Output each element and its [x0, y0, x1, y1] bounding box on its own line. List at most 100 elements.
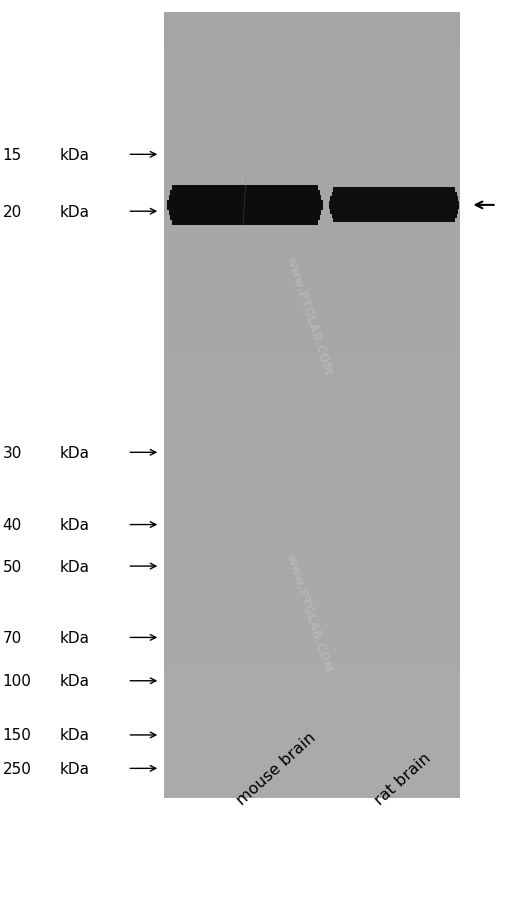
Bar — [219, 186, 221, 226]
Bar — [385, 189, 387, 223]
Bar — [447, 189, 449, 223]
Bar — [198, 186, 200, 226]
Bar — [379, 189, 381, 223]
Bar — [195, 186, 197, 226]
Bar — [434, 189, 436, 223]
Bar — [164, 26, 460, 40]
Bar — [443, 189, 445, 223]
Bar — [368, 189, 370, 223]
Bar — [164, 379, 460, 392]
Bar — [164, 548, 460, 563]
Bar — [431, 189, 433, 223]
Text: 15: 15 — [3, 148, 22, 162]
Bar — [363, 189, 365, 223]
Bar — [249, 186, 251, 226]
Bar — [164, 14, 460, 798]
Bar — [448, 189, 450, 223]
Bar — [164, 209, 460, 223]
Bar — [164, 719, 460, 732]
Bar — [316, 186, 318, 226]
Bar — [329, 201, 331, 210]
Bar — [424, 189, 426, 223]
Bar — [345, 189, 346, 223]
Bar — [267, 186, 269, 226]
Bar — [164, 262, 460, 275]
Bar — [375, 189, 376, 223]
Bar — [409, 189, 411, 223]
Bar — [291, 186, 293, 226]
Text: kDa: kDa — [60, 761, 90, 776]
Bar — [270, 186, 272, 226]
Bar — [315, 186, 317, 226]
Bar — [164, 117, 460, 132]
Bar — [351, 189, 353, 223]
Bar — [414, 189, 416, 223]
Bar — [348, 189, 350, 223]
Bar — [304, 186, 306, 226]
Text: 70: 70 — [3, 630, 22, 645]
Bar — [453, 189, 455, 223]
Bar — [367, 189, 369, 223]
Bar — [256, 186, 258, 226]
Bar — [164, 39, 460, 52]
Bar — [164, 196, 460, 210]
Bar — [167, 200, 169, 210]
Bar — [338, 189, 340, 223]
Text: kDa: kDa — [60, 518, 90, 532]
Bar — [275, 186, 277, 226]
Bar — [342, 189, 344, 223]
Bar — [428, 189, 431, 223]
Bar — [372, 189, 374, 223]
Bar — [277, 186, 279, 226]
Bar — [419, 189, 421, 223]
Bar — [250, 186, 252, 226]
Bar — [307, 186, 309, 226]
Bar — [181, 186, 183, 226]
Bar — [356, 189, 358, 223]
Bar — [190, 186, 192, 226]
Bar — [400, 189, 401, 223]
Bar — [287, 186, 289, 226]
Bar — [164, 457, 460, 471]
Bar — [452, 189, 454, 223]
Bar — [433, 189, 434, 223]
Bar — [184, 186, 186, 226]
Bar — [242, 186, 244, 226]
Bar — [288, 186, 290, 226]
Bar — [454, 192, 457, 219]
Bar — [192, 186, 194, 226]
Bar — [164, 170, 460, 184]
Bar — [311, 186, 314, 226]
Bar — [360, 189, 362, 223]
Bar — [227, 186, 229, 226]
Text: 20: 20 — [3, 205, 22, 219]
Bar — [380, 189, 382, 223]
Bar — [347, 189, 349, 223]
Bar — [197, 186, 199, 226]
Bar — [164, 471, 460, 484]
Bar — [318, 190, 320, 220]
Bar — [211, 186, 213, 226]
Text: 30: 30 — [3, 446, 22, 460]
Bar — [255, 186, 257, 226]
Bar — [222, 186, 224, 226]
Bar — [401, 189, 403, 223]
Bar — [333, 189, 335, 223]
Bar — [178, 186, 180, 226]
Bar — [410, 189, 412, 223]
Bar — [224, 186, 226, 226]
Bar — [297, 186, 300, 226]
Bar — [164, 745, 460, 759]
Bar — [164, 667, 460, 680]
Bar — [258, 186, 260, 226]
Bar — [408, 189, 409, 223]
Bar — [417, 189, 419, 223]
Bar — [164, 496, 460, 511]
Bar — [183, 186, 185, 226]
Bar — [411, 189, 413, 223]
Text: mouse brain: mouse brain — [235, 729, 319, 807]
Bar — [353, 189, 354, 223]
Bar — [164, 287, 460, 301]
Bar — [334, 189, 336, 223]
Text: 100: 100 — [3, 674, 32, 688]
